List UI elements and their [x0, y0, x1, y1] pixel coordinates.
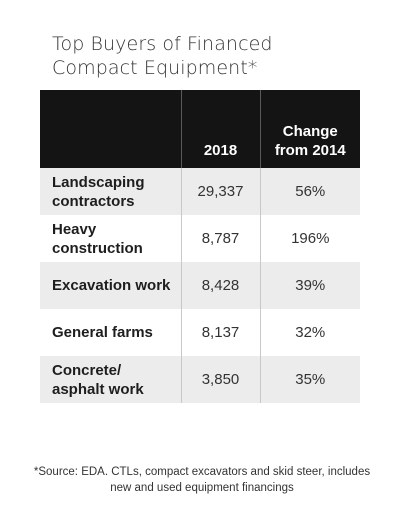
- row-category-line: construction: [52, 239, 143, 257]
- row-value-2018: 3,850: [180, 356, 260, 403]
- row-category: Concrete/ asphalt work: [40, 356, 181, 403]
- table-row: Concrete/ asphalt work 3,850 35%: [40, 356, 360, 403]
- table-header-row: 2018 Change from 2014: [40, 90, 360, 168]
- row-category: Excavation work: [40, 262, 181, 309]
- row-change-from-2014: 39%: [259, 262, 360, 309]
- table-row: Excavation work 8,428 39%: [40, 262, 360, 309]
- table-row: Landscaping contractors 29,337 56%: [40, 168, 360, 215]
- row-value-2018: 29,337: [180, 168, 260, 215]
- row-category: General farms: [40, 309, 181, 356]
- row-category: Heavy construction: [40, 215, 181, 262]
- row-change-from-2014: 35%: [259, 356, 360, 403]
- row-category-line: asphalt work: [52, 380, 144, 398]
- header-cell-category: [40, 90, 181, 168]
- row-category-line: Heavy: [52, 220, 97, 238]
- header-cell-change: Change from 2014: [259, 90, 360, 168]
- data-table: 2018 Change from 2014 Landscaping contra…: [40, 90, 360, 403]
- chart-title: Top Buyers of Financed Compact Equipment…: [52, 32, 382, 80]
- chart-title-line-1: Top Buyers of Financed: [52, 33, 273, 55]
- header-2018-label: 2018: [203, 142, 238, 159]
- row-value-2018: 8,428: [180, 262, 260, 309]
- row-value-2018: 8,137: [180, 309, 260, 356]
- footnote-line-2: new and used equipment financings: [110, 482, 294, 494]
- table-row: Heavy construction 8,787 196%: [40, 215, 360, 262]
- footnote-line-1: *Source: EDA. CTLs, compact excavators a…: [33, 466, 371, 478]
- row-category-line: Landscaping: [52, 173, 145, 191]
- row-change-from-2014: 196%: [259, 215, 360, 262]
- row-category-line: General farms: [52, 324, 153, 341]
- row-value-2018: 8,787: [180, 215, 260, 262]
- row-change-from-2014: 56%: [259, 168, 360, 215]
- row-change-from-2014: 32%: [259, 309, 360, 356]
- chart-title-line-2: Compact Equipment*: [52, 57, 258, 79]
- header-cell-2018: 2018: [180, 90, 260, 168]
- row-category-line: contractors: [52, 192, 135, 210]
- header-change-line-2: from 2014: [274, 142, 346, 159]
- header-change-line-1: Change: [282, 123, 338, 140]
- source-footnote: *Source: EDA. CTLs, compact excavators a…: [22, 464, 382, 496]
- row-category-line: Excavation work: [52, 277, 171, 294]
- table-row: General farms 8,137 32%: [40, 309, 360, 356]
- row-category-line: Concrete/: [52, 361, 122, 379]
- data-table-container: 2018 Change from 2014 Landscaping contra…: [40, 90, 360, 403]
- row-category: Landscaping contractors: [40, 168, 181, 215]
